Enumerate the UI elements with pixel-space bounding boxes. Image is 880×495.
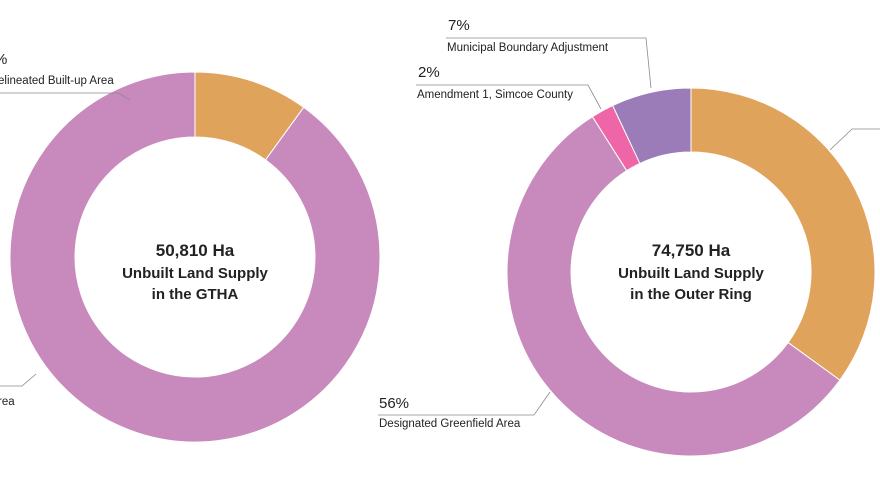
simcoe-pct: 2%: [418, 64, 440, 81]
gtha-slice-greenfield: [9, 71, 381, 443]
gtha-builtup-pct: %: [0, 51, 7, 68]
outer-center-line2: in the Outer Ring: [630, 286, 752, 303]
boundary-pct: 7%: [448, 17, 470, 34]
gtha-center-line2: in the GTHA: [152, 286, 239, 303]
outer-slice-boundary: [611, 87, 692, 165]
gtha-center-line1: Unbuilt Land Supply: [122, 265, 268, 282]
outer-total-text: 74,750 Ha: [652, 241, 731, 260]
outer-slice-other: [690, 87, 876, 381]
outer-slice-greenfield: [506, 115, 841, 457]
greenfield-leader: [378, 391, 551, 416]
greenfield-label: Designated Greenfield Area: [379, 418, 521, 430]
boundary-leader: [446, 37, 652, 89]
boundary-label: Municipal Boundary Adjustment: [447, 42, 609, 54]
outer-center-line1: Unbuilt Land Supply: [618, 265, 764, 282]
simcoe-label: Amendment 1, Simcoe County: [417, 89, 573, 101]
gtha-greenfield-leader: [0, 373, 37, 387]
simcoe-leader: [416, 84, 602, 110]
gtha-builtup-leader: [0, 92, 131, 101]
gtha-total-text: 50,810 Ha: [156, 241, 235, 260]
donut-outer-ring: [506, 87, 876, 457]
donut-gtha: [9, 71, 381, 443]
gtha-builtup-label: elineated Built-up Area: [0, 75, 114, 87]
gtha-greenfield-label: rea: [0, 396, 15, 408]
greenfield-pct: 56%: [379, 395, 409, 412]
other-leader: [829, 128, 880, 151]
